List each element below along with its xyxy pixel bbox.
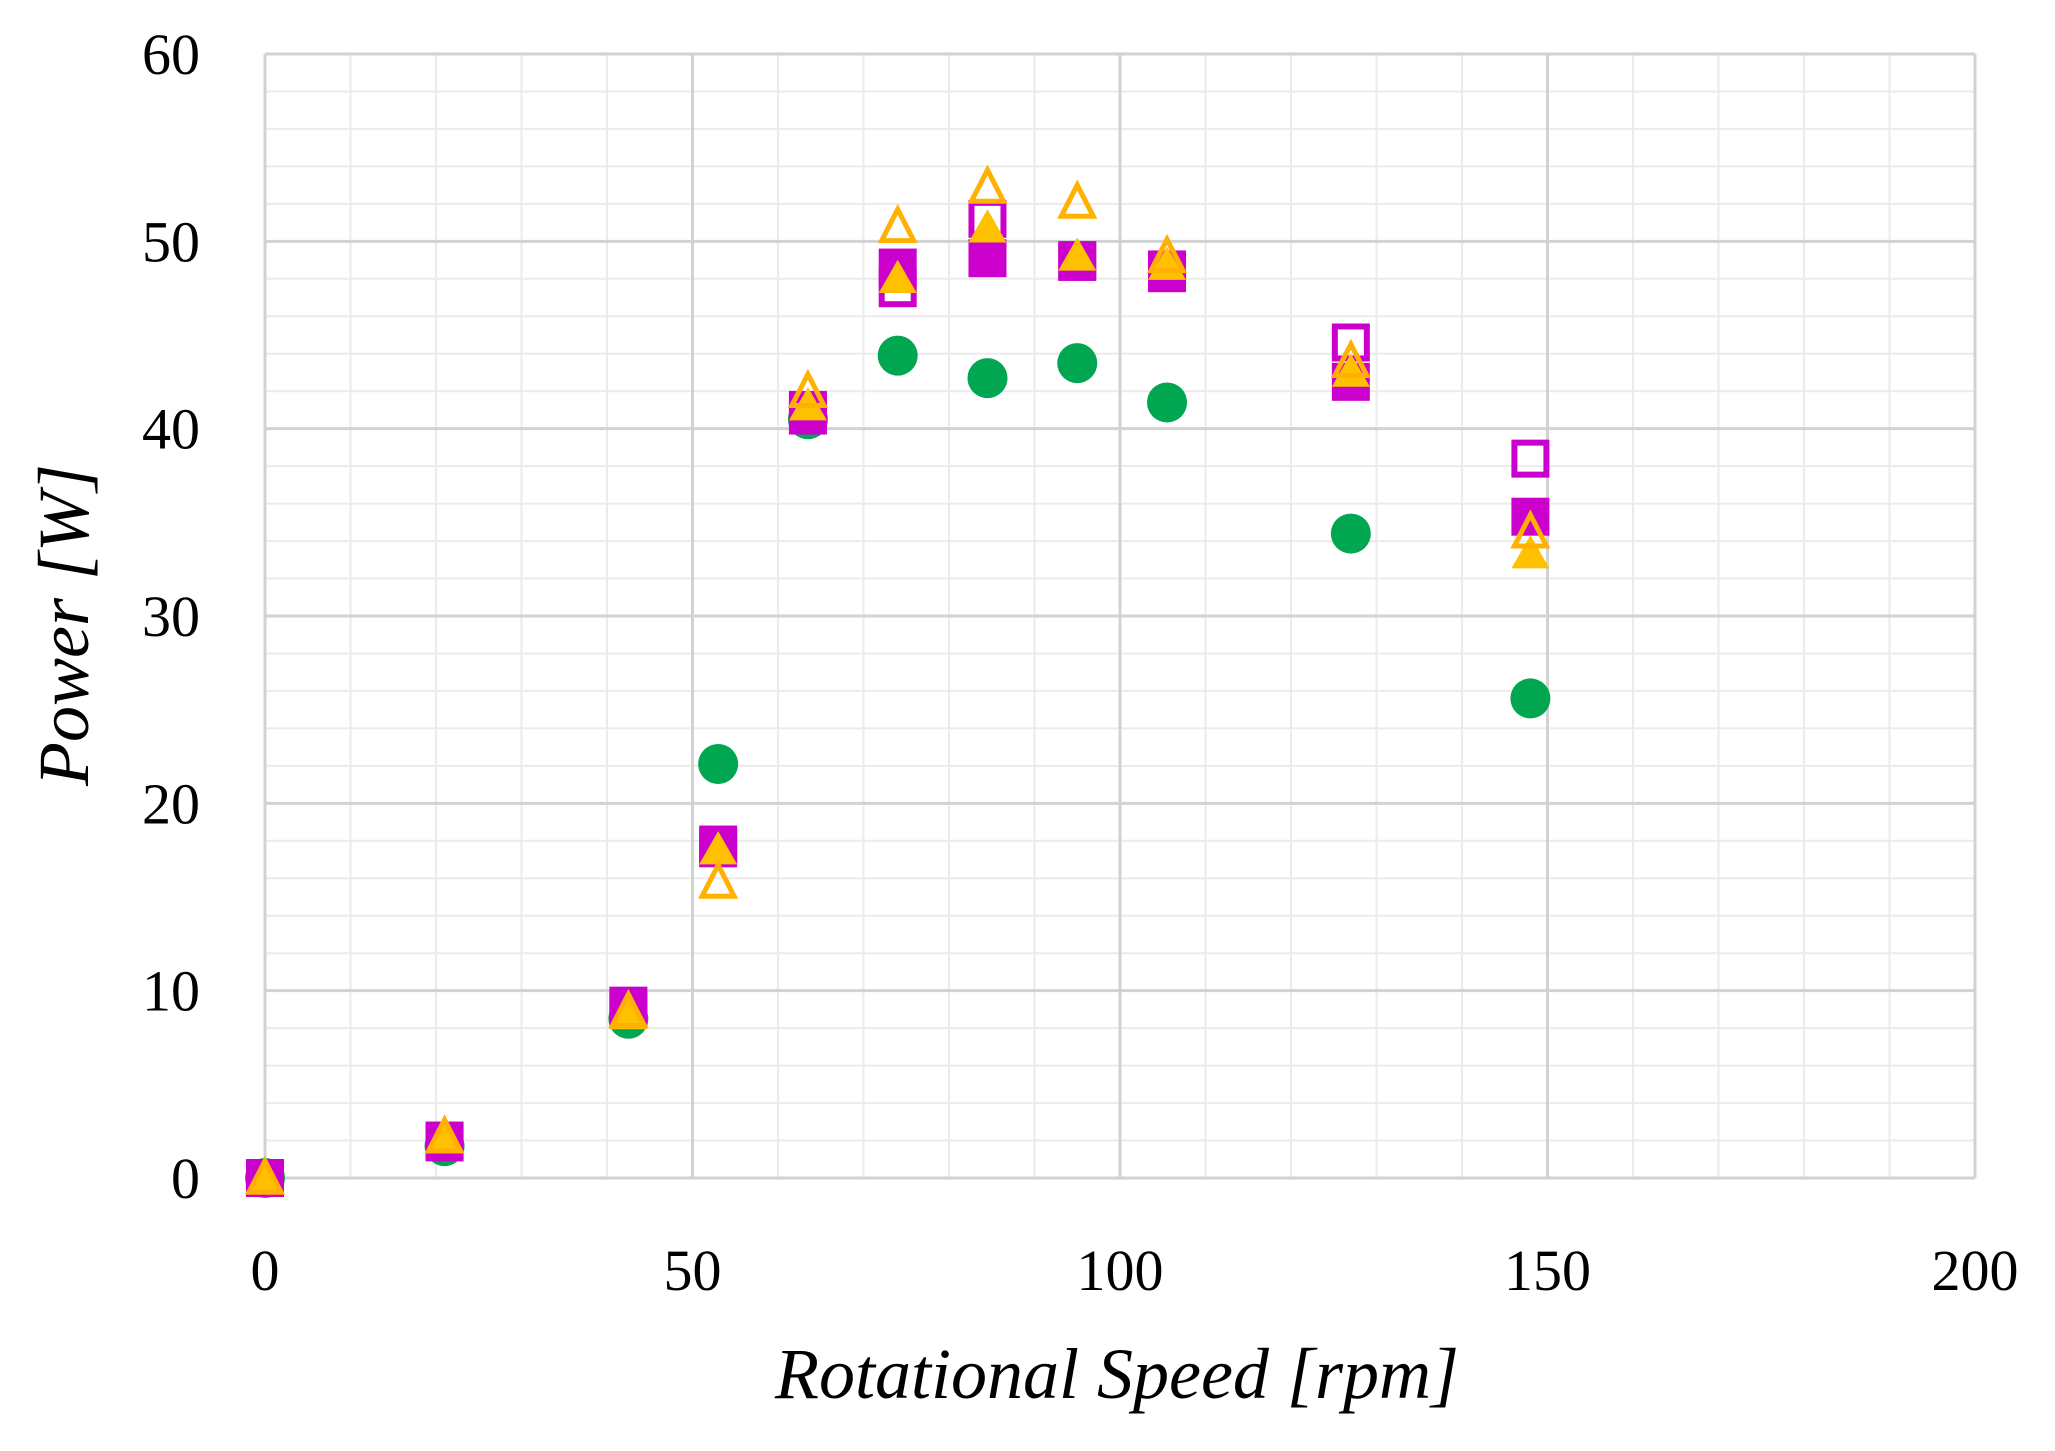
x-axis-title: Rotational Speed [rpm] [774, 1334, 1459, 1414]
data-point-series-1 [1510, 678, 1551, 719]
data-point-series-4 [878, 259, 917, 294]
data-point-series-5 [698, 859, 739, 899]
x-tick-label: 100 [1077, 1238, 1164, 1303]
data-point-series-5 [1057, 179, 1098, 219]
y-axis-title: Power [W] [24, 464, 104, 787]
data-point-series-5 [877, 203, 918, 244]
data-point-series-5 [967, 164, 1008, 204]
data-point-series-5 [1330, 338, 1371, 378]
data-point-series-4 [968, 209, 1007, 243]
data-point-series-5 [787, 368, 829, 408]
data-point-series-1 [967, 358, 1008, 399]
data-point-series-4 [425, 1119, 464, 1153]
data-point-series-4 [609, 996, 648, 1030]
major-gridlines [263, 52, 1977, 1180]
y-tick-label: 30 [142, 584, 200, 649]
data-point-series-4 [699, 831, 738, 865]
data-point-series-1 [877, 335, 918, 376]
data-point-series-1 [1057, 343, 1098, 384]
data-point-series-1 [698, 743, 739, 784]
y-tick-label: 20 [142, 771, 200, 836]
y-tick-label: 10 [142, 959, 200, 1024]
data-point-series-3 [1511, 439, 1550, 478]
data-point-series-1 [1147, 382, 1188, 423]
y-tick-label: 40 [142, 397, 200, 462]
data-point-series-2 [968, 239, 1007, 278]
data-point-series-5 [608, 988, 649, 1029]
data-point-series-5 [1146, 233, 1188, 274]
data-point-series-4 [1331, 353, 1370, 387]
x-tick-label: 200 [1932, 1238, 2019, 1303]
data-point-series-5 [424, 1114, 465, 1154]
data-point-series-1 [1330, 513, 1371, 554]
y-tick-label: 60 [142, 22, 200, 87]
y-tick-label: 50 [142, 209, 200, 274]
data-point-series-5 [1510, 509, 1551, 549]
x-tick-label: 150 [1504, 1238, 1591, 1303]
data-points [244, 164, 1551, 1198]
x-tick-label: 0 [251, 1238, 280, 1303]
tick-labels: 0 50 100 150 200 0 10 20 30 40 50 60 [142, 22, 2019, 1303]
y-tick-label: 0 [171, 1146, 200, 1211]
x-tick-label: 50 [664, 1238, 722, 1303]
data-point-series-4 [1511, 535, 1550, 569]
data-point-series-4 [1058, 237, 1097, 271]
data-point-series-5 [244, 1155, 286, 1195]
